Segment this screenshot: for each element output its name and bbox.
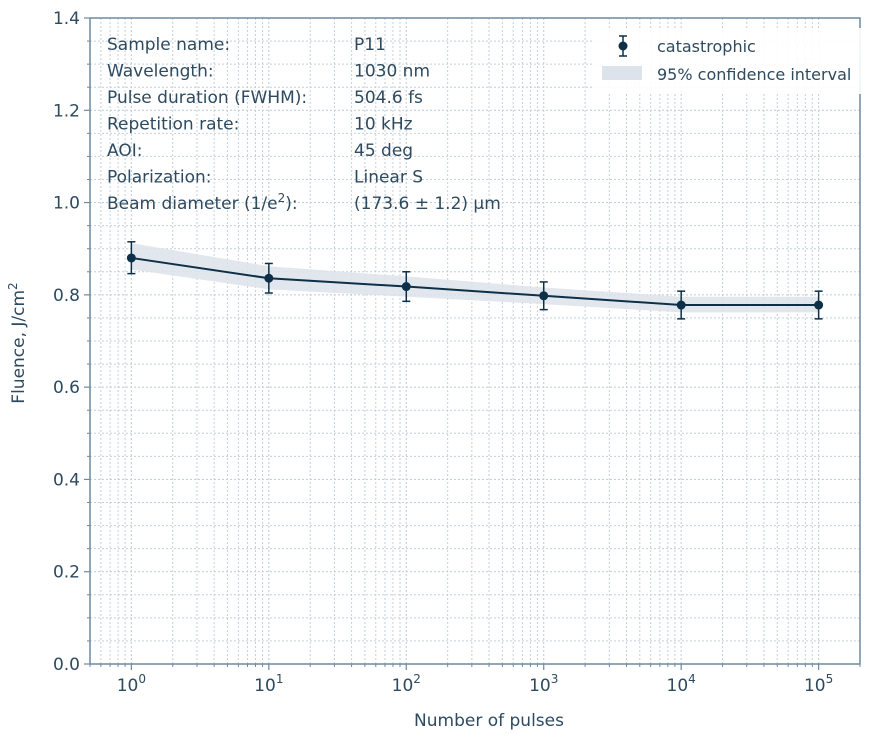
info-value: 504.6 fs — [354, 88, 423, 108]
x-tick-exp: 5 — [826, 672, 834, 686]
x-tick-exp: 3 — [551, 672, 559, 686]
info-label-main: Beam diameter (1/e — [107, 194, 278, 214]
y-tick-label: 0.6 — [53, 378, 80, 398]
x-tick-label: 103 — [529, 672, 558, 696]
legend-band-swatch — [602, 66, 642, 80]
y-tick-label: 1.4 — [53, 9, 80, 29]
info-value: (173.6 ± 1.2) μm — [354, 194, 501, 214]
data-point — [126, 253, 136, 263]
info-label: Polarization: — [107, 168, 212, 188]
info-label-main: Sample name: — [107, 35, 230, 55]
info-value: Linear S — [354, 168, 423, 188]
x-tick-base: 10 — [392, 676, 414, 696]
x-tick-base: 10 — [667, 676, 689, 696]
y-tick-label: 0.4 — [53, 470, 80, 490]
info-value: 1030 nm — [354, 62, 430, 82]
info-label: Beam diameter (1/e2): — [107, 191, 298, 214]
y-tick-label: 1.2 — [53, 101, 80, 121]
legend-box — [594, 28, 872, 94]
info-label: Pulse duration (FWHM): — [107, 88, 307, 108]
y-tick-label: 0.8 — [53, 286, 80, 306]
info-value: 10 kHz — [354, 115, 413, 135]
info-label-main: AOI: — [107, 141, 142, 161]
y-axis-label: Fluence, J/cm2 — [6, 282, 29, 403]
info-label-main: Pulse duration (FWHM): — [107, 88, 307, 108]
info-label: Sample name: — [107, 35, 230, 55]
x-tick-base: 10 — [804, 676, 826, 696]
legend: catastrophic 95% confidence interval — [594, 28, 872, 94]
x-tick-base: 10 — [117, 676, 139, 696]
y-tick-label: 0.2 — [53, 563, 80, 583]
legend-marker-icon — [618, 41, 628, 51]
info-table: Sample name: P11 Wavelength: 1030 nm Pulse d… — [107, 35, 501, 214]
data-point — [401, 282, 411, 292]
y-tick-label: 1.0 — [53, 194, 80, 214]
confidence-band-layer — [131, 243, 819, 313]
data-point — [814, 300, 824, 310]
confidence-band — [131, 243, 819, 313]
x-tick-label: 101 — [254, 672, 283, 696]
x-axis-label: Number of pulses — [414, 711, 564, 731]
x-tick-label: 105 — [804, 672, 833, 696]
x-tick-exp: 4 — [688, 672, 696, 686]
y-tick-label: 0.0 — [53, 655, 80, 675]
info-label-main: Polarization: — [107, 168, 212, 188]
info-label: AOI: — [107, 141, 142, 161]
info-label-main: Repetition rate: — [107, 115, 239, 135]
y-axis-label-sup: 2 — [6, 282, 20, 290]
x-tick-exp: 2 — [413, 672, 421, 686]
x-tick-base: 10 — [254, 676, 276, 696]
info-label-tail: ): — [285, 194, 297, 214]
legend-label-band: 95% confidence interval — [657, 65, 851, 84]
x-tick-base: 10 — [529, 676, 551, 696]
y-axis-label-main: Fluence, J/cm — [9, 290, 29, 404]
info-value: 45 deg — [354, 141, 413, 161]
info-label: Repetition rate: — [107, 115, 239, 135]
x-tick-label: 100 — [117, 672, 146, 696]
series-line-catastrophic — [131, 256, 819, 307]
legend-label-series: catastrophic — [657, 37, 756, 56]
info-label-sup: 2 — [278, 191, 286, 205]
x-tick-label: 102 — [392, 672, 421, 696]
data-point — [539, 291, 549, 301]
info-label-main: Wavelength: — [107, 62, 214, 82]
x-tick-exp: 0 — [138, 672, 146, 686]
info-value: P11 — [354, 35, 386, 55]
data-point — [676, 300, 686, 310]
info-label: Wavelength: — [107, 62, 214, 82]
data-point — [264, 273, 274, 283]
x-tick-label: 104 — [667, 672, 696, 696]
x-tick-exp: 1 — [276, 672, 284, 686]
series-layer — [126, 241, 824, 320]
